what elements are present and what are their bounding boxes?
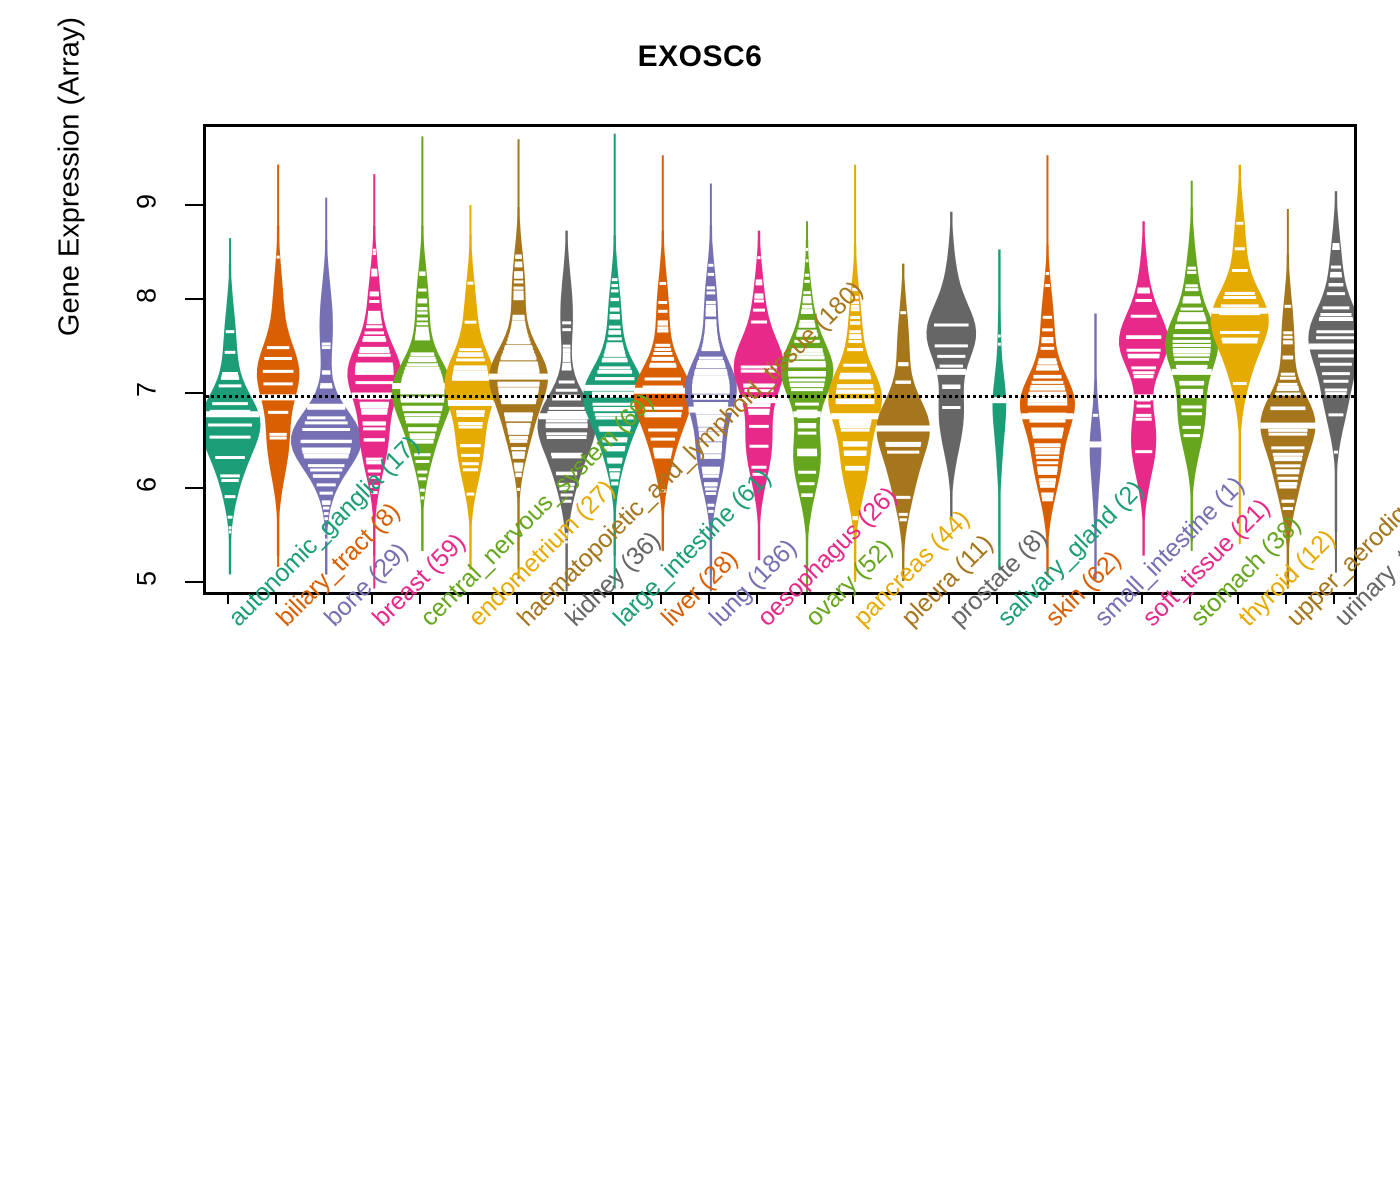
x-tick-stomach [1188, 595, 1191, 604]
y-tick-6 [185, 486, 203, 489]
x-tick-pancreas [852, 595, 855, 604]
x-tick-liver [659, 595, 662, 604]
x-tick-thyroid [1236, 595, 1239, 604]
y-axis-label: Gene Expression (Array) [53, 16, 86, 337]
y-tick-label-9: 9 [131, 194, 162, 210]
reference-line [206, 395, 1354, 399]
x-tick-haematopoietic_and_lymphoid_tissue [515, 595, 518, 604]
x-tick-skin [1044, 595, 1047, 604]
x-tick-lung [707, 595, 710, 604]
y-tick-9 [185, 204, 203, 207]
y-tick-7 [185, 392, 203, 395]
y-tick-label-6: 6 [131, 476, 162, 492]
y-tick-label-5: 5 [131, 570, 162, 586]
x-tick-soft_tissue [1140, 595, 1143, 604]
x-tick-small_intestine [1092, 595, 1095, 604]
x-tick-large_intestine [611, 595, 614, 604]
x-tick-kidney [563, 595, 566, 604]
plot-area [203, 124, 1357, 595]
x-tick-urinary_tract [1332, 595, 1335, 604]
y-tick-8 [185, 298, 203, 301]
x-tick-breast [371, 595, 374, 604]
y-tick-label-7: 7 [131, 382, 162, 398]
x-tick-endometrium [467, 595, 470, 604]
x-tick-pleura [900, 595, 903, 604]
x-tick-salivary_gland [996, 595, 999, 604]
x-tick-central_nervous_system [419, 595, 422, 604]
x-tick-upper_aerodigestive_tract [1284, 595, 1287, 604]
x-tick-autonomic_ganglia [227, 595, 230, 604]
x-tick-prostate [948, 595, 951, 604]
y-tick-label-8: 8 [131, 288, 162, 304]
x-tick-ovary [804, 595, 807, 604]
x-tick-biliary_tract [275, 595, 278, 604]
x-tick-oesophagus [755, 595, 758, 604]
page-title: EXOSC6 [637, 40, 763, 73]
x-tick-bone [323, 595, 326, 604]
y-tick-5 [185, 580, 203, 583]
